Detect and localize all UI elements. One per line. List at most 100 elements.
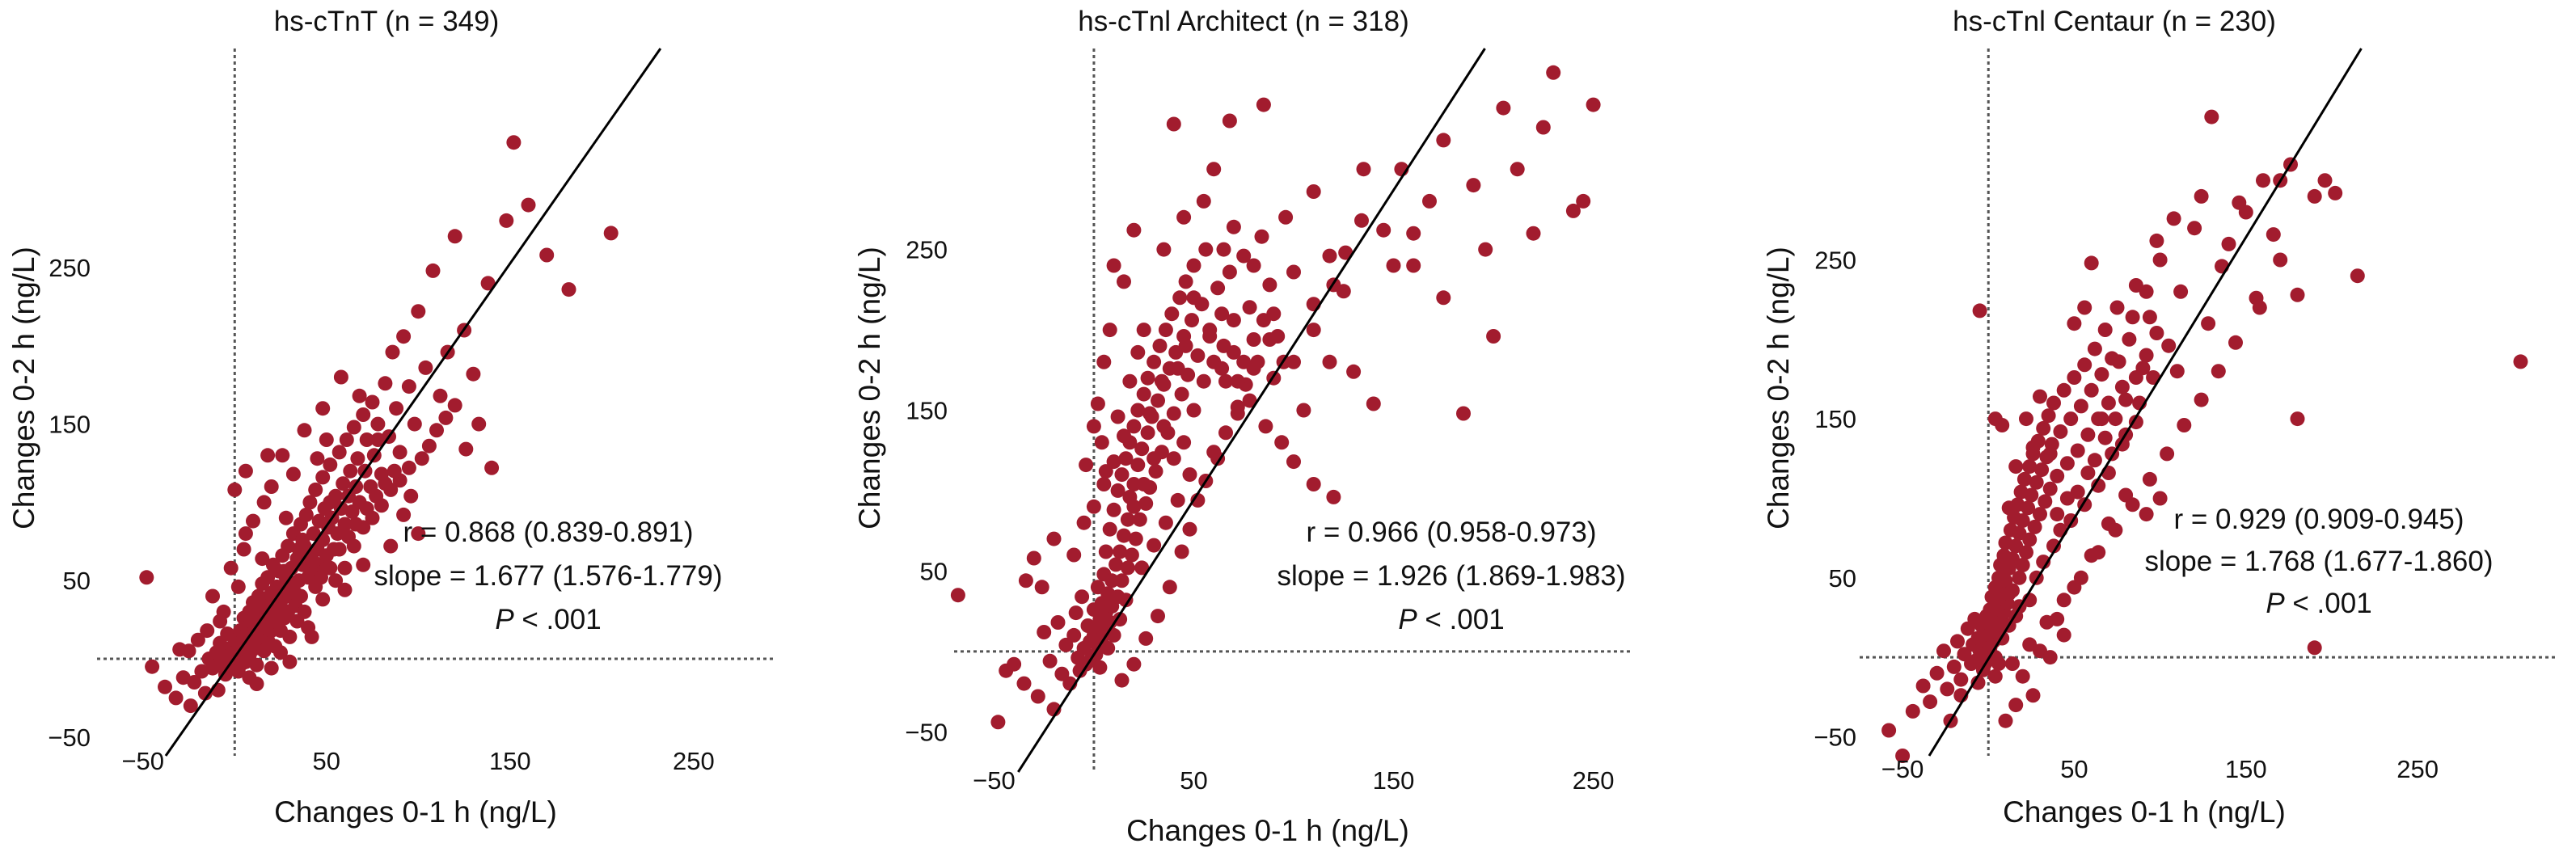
x-tick-labels: −50 50 150 250 <box>121 747 714 775</box>
data-point <box>1174 386 1189 402</box>
data-point <box>205 588 220 604</box>
data-point <box>190 632 205 647</box>
data-point <box>1126 656 1142 672</box>
data-point <box>1113 544 1128 559</box>
data-point <box>2077 300 2092 315</box>
data-point <box>1326 489 1341 504</box>
data-point <box>383 538 399 554</box>
data-point <box>1274 435 1290 450</box>
data-point <box>2012 570 2027 585</box>
data-point <box>2084 382 2099 398</box>
x-axis-label: Changes 0-1 h (ng/L) <box>274 795 557 829</box>
data-point <box>2022 637 2038 652</box>
data-point <box>1186 403 1201 418</box>
data-point <box>306 555 321 569</box>
p-symbol: P <box>2266 588 2285 619</box>
data-point <box>1510 162 1525 177</box>
x-tick-label: 50 <box>2060 755 2088 783</box>
data-point <box>1216 242 1231 257</box>
data-point <box>2228 335 2243 350</box>
data-point <box>314 570 328 585</box>
y-tick-labels: −50 50 150 250 <box>1814 247 1856 752</box>
data-point <box>323 560 338 576</box>
y-axis-label: Changes 0-2 h (ng/L) <box>1762 247 1795 529</box>
data-point <box>282 654 298 669</box>
data-point <box>2152 491 2168 506</box>
x-tick-label: 250 <box>673 747 715 775</box>
data-point <box>319 432 334 447</box>
data-point <box>1156 419 1172 434</box>
data-point <box>1258 419 1273 434</box>
data-point <box>337 517 353 532</box>
data-point <box>1106 454 1121 470</box>
data-point <box>950 588 965 603</box>
data-point <box>2019 545 2033 560</box>
data-point <box>407 416 422 432</box>
data-point <box>1147 451 1162 466</box>
data-point <box>2046 395 2061 411</box>
data-point <box>1535 120 1551 135</box>
data-point <box>2016 471 2032 487</box>
x-tick-label: −50 <box>973 766 1016 795</box>
data-point <box>1166 451 1181 466</box>
data-point <box>2350 268 2365 284</box>
data-point <box>2027 519 2042 534</box>
p-value: < .001 <box>514 604 602 635</box>
data-point <box>2039 614 2054 630</box>
data-point <box>359 432 374 447</box>
data-point <box>1436 290 1451 306</box>
data-point <box>333 369 348 385</box>
data-point <box>1148 464 1163 479</box>
panel-hs-ctni-architect: hs-cTnl Architect (n = 318) −5050150250 … <box>853 6 1633 847</box>
data-point <box>1422 193 1437 209</box>
data-point <box>1406 226 1421 241</box>
scatter-points <box>139 135 619 714</box>
data-point <box>1230 373 1245 389</box>
data-point <box>1174 544 1189 559</box>
data-point <box>2059 456 2075 471</box>
data-point <box>2042 481 2058 496</box>
data-point <box>255 551 270 567</box>
data-point <box>277 563 292 579</box>
data-point <box>2194 188 2209 204</box>
data-point <box>1120 512 1135 527</box>
x-tick-label: −50 <box>1881 755 1924 783</box>
data-point <box>2307 188 2322 204</box>
data-point <box>1100 640 1116 656</box>
data-point <box>392 445 408 460</box>
panel-title: hs-cTnl Centaur (n = 230) <box>1953 6 2276 37</box>
data-point <box>1138 631 1154 646</box>
y-tick-label: −50 <box>1814 723 1856 751</box>
data-point <box>315 592 331 607</box>
data-point <box>1936 643 1951 659</box>
data-point <box>297 423 312 438</box>
data-point <box>337 560 353 576</box>
y-tick-label: 150 <box>906 397 948 425</box>
data-point <box>1198 242 1214 257</box>
data-point <box>1196 193 1211 209</box>
data-point <box>1106 502 1121 517</box>
data-point <box>260 570 276 585</box>
data-point <box>1102 521 1117 537</box>
data-point <box>1154 373 1169 389</box>
data-point <box>2008 698 2024 713</box>
data-point <box>187 675 202 690</box>
data-point <box>1526 226 1541 241</box>
data-point <box>1226 313 1241 328</box>
data-point <box>264 479 279 494</box>
data-point <box>308 482 323 497</box>
data-point <box>1486 329 1501 344</box>
data-point <box>1054 666 1070 681</box>
data-point <box>365 394 380 410</box>
data-point <box>447 229 462 244</box>
data-point <box>2201 316 2216 331</box>
data-point <box>1046 531 1062 546</box>
y-tick-label: 50 <box>1829 564 1856 593</box>
data-point <box>433 388 448 403</box>
data-point <box>1972 303 1987 318</box>
slope-stat: slope = 1.926 (1.869-1.983) <box>1277 560 1625 592</box>
x-tick-labels: −50 50 150 250 <box>973 766 1614 795</box>
data-point <box>1151 609 1165 624</box>
data-point <box>1296 403 1311 418</box>
data-point <box>2125 310 2140 325</box>
